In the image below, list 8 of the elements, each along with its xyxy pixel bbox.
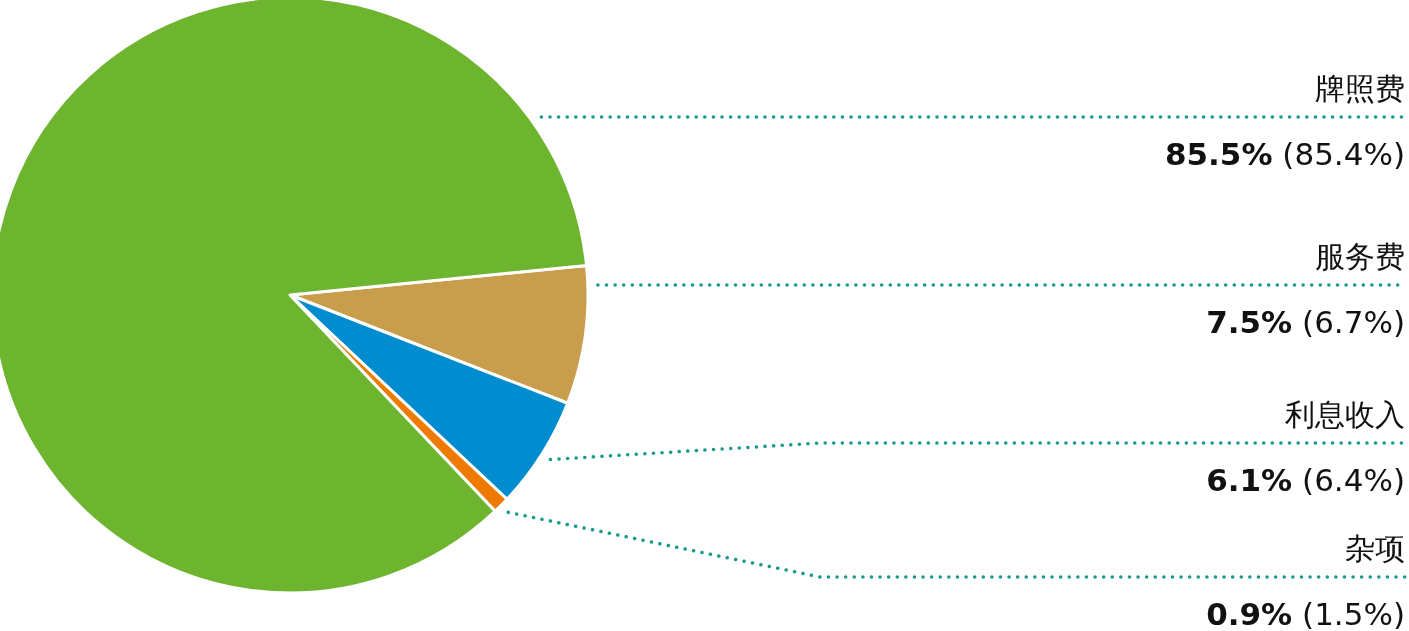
data-label: 6.1% (6.4%) (1206, 462, 1405, 498)
slice-label: 牌照费 (1315, 71, 1405, 106)
slice-label: 服务费 (1315, 239, 1405, 274)
data-label: 7.5% (6.7%) (1206, 304, 1405, 340)
data-label: 0.9% (1.5%) (1206, 596, 1405, 631)
data-label: 85.5% (85.4%) (1164, 136, 1405, 172)
slice-label: 杂项 (1345, 531, 1405, 566)
slice-label: 利息收入 (1285, 397, 1405, 432)
